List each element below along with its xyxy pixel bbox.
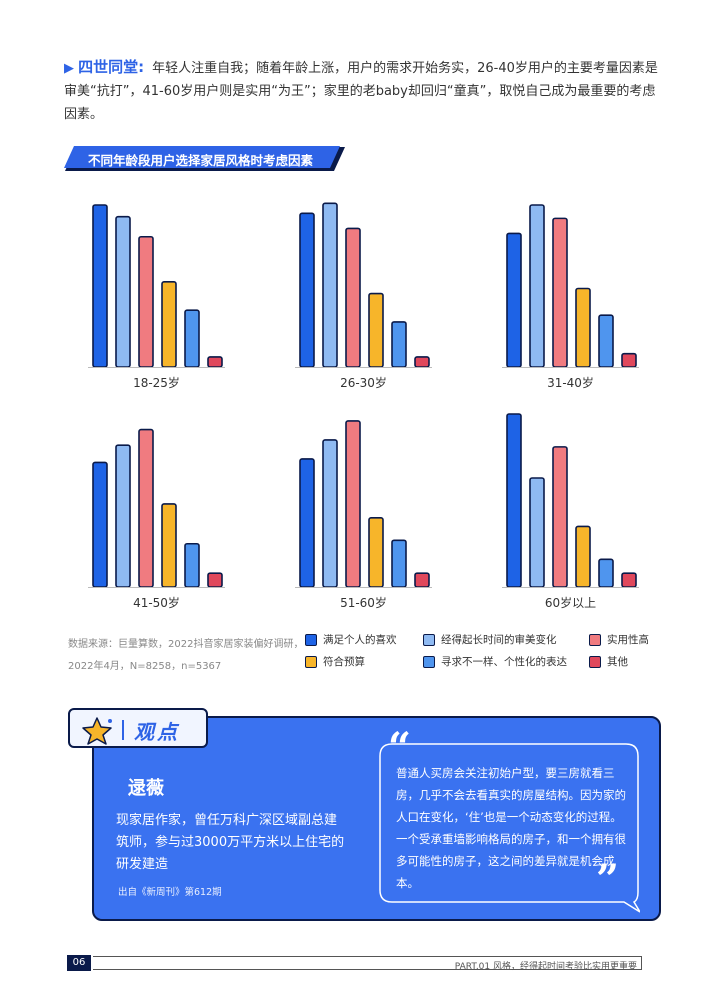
bar-41-50岁-实用性高 <box>138 428 154 588</box>
person-source: 出自《新周刊》第612期 <box>118 887 222 898</box>
chart-title-banner: 不同年龄段用户选择家居风格时考虑因素 <box>64 146 346 171</box>
panel-label: 26-30岁 <box>340 375 387 390</box>
bar-41-50岁-经得起长时间的审美变化 <box>115 444 131 588</box>
page-footer: 06 PART.01 风格，经得起时间考验比实用更重要 <box>67 955 642 972</box>
panel-label: 31-40岁 <box>547 375 594 390</box>
bar-60岁以上-满足个人的喜欢 <box>506 413 522 588</box>
bar-60岁以上-符合预算 <box>575 525 591 588</box>
legend-label: 符合预算 <box>323 656 365 668</box>
legend-label: 寻求不一样、个性化的表达 <box>441 656 567 668</box>
intro-paragraph: ▶ 四世同堂: 年轻人注重自我；随着年龄上涨，用户的需求开始务实，26-40岁用户… <box>64 56 664 126</box>
legend-item: 寻求不一样、个性化的表达 <box>423 654 567 669</box>
bar-41-50岁-寻求不一样、个性化的表达 <box>184 542 200 588</box>
bar-18-25岁-经得起长时间的审美变化 <box>115 215 131 368</box>
legend-swatch <box>423 655 435 668</box>
panel-label: 41-50岁 <box>133 595 180 610</box>
bar-51-60岁-其他 <box>414 572 430 588</box>
bar-41-50岁-其他 <box>207 572 223 588</box>
bar-60岁以上-经得起长时间的审美变化 <box>529 477 545 588</box>
bar-18-25岁-寻求不一样、个性化的表达 <box>184 309 200 368</box>
legend-swatch <box>423 633 435 646</box>
bar-26-30岁-符合预算 <box>368 292 384 368</box>
panel-label: 18-25岁 <box>133 375 180 390</box>
legend-item: 实用性高 <box>589 632 649 647</box>
page-number: 06 <box>67 955 91 971</box>
bar-51-60岁-符合预算 <box>368 516 384 588</box>
star-icon <box>82 717 112 745</box>
footer-rule: PART.01 风格，经得起时间考验比实用更重要 <box>93 956 642 972</box>
person-name: 逯薇 <box>128 778 164 799</box>
bar-31-40岁-寻求不一样、个性化的表达 <box>598 314 614 368</box>
chart-title: 不同年龄段用户选择家居风格时考虑因素 <box>88 153 314 168</box>
intro-lead: 四世同堂: <box>78 58 145 76</box>
bar-18-25岁-实用性高 <box>138 235 154 368</box>
bar-31-40岁-满足个人的喜欢 <box>506 232 522 368</box>
tab-divider <box>122 720 124 740</box>
bar-60岁以上-其他 <box>621 572 637 588</box>
bar-18-25岁-满足个人的喜欢 <box>92 204 108 368</box>
footer-part-title: PART.01 风格，经得起时间考验比实用更重要 <box>454 962 637 972</box>
legend-swatch <box>589 655 601 668</box>
bar-18-25岁-其他 <box>207 356 223 368</box>
bar-31-40岁-实用性高 <box>552 217 568 368</box>
panel-label: 60岁以上 <box>545 595 596 610</box>
legend-item: 其他 <box>589 654 628 669</box>
quote-open-icon: “ <box>388 724 412 771</box>
quote-close-icon: ” <box>596 856 620 903</box>
legend-swatch <box>305 655 317 668</box>
legend-label: 实用性高 <box>607 634 649 646</box>
opinion-tab: 观点 <box>68 708 208 748</box>
legend-label: 经得起长时间的审美变化 <box>441 634 557 646</box>
bar-51-60岁-寻求不一样、个性化的表达 <box>391 539 407 588</box>
source-line-1: 数据来源：巨量算数，2022抖音家居家装偏好调研， <box>68 639 304 650</box>
legend-label: 其他 <box>607 656 628 668</box>
quote-bubble <box>378 742 640 913</box>
bar-26-30岁-其他 <box>414 356 430 368</box>
source-line-2: 2022年4月，N=8258，n=5367 <box>68 661 222 672</box>
triangle-bullet-icon: ▶ <box>64 61 74 76</box>
bar-31-40岁-经得起长时间的审美变化 <box>529 204 545 368</box>
legend-item: 符合预算 <box>305 654 365 669</box>
data-source: 数据来源：巨量算数，2022抖音家居家装偏好调研， 2022年4月，N=8258… <box>68 634 303 678</box>
bar-60岁以上-寻求不一样、个性化的表达 <box>598 558 614 588</box>
bar-51-60岁-经得起长时间的审美变化 <box>322 439 338 588</box>
opinion-card <box>92 716 661 921</box>
legend-label: 满足个人的喜欢 <box>323 634 397 646</box>
bar-26-30岁-满足个人的喜欢 <box>299 212 315 368</box>
bar-31-40岁-符合预算 <box>575 287 591 368</box>
bar-26-30岁-寻求不一样、个性化的表达 <box>391 321 407 368</box>
legend-item: 满足个人的喜欢 <box>305 632 397 647</box>
bar-60岁以上-实用性高 <box>552 446 568 588</box>
legend-item: 经得起长时间的审美变化 <box>423 632 557 647</box>
bar-41-50岁-符合预算 <box>161 503 177 588</box>
bar-41-50岁-满足个人的喜欢 <box>92 461 108 588</box>
bar-31-40岁-其他 <box>621 352 637 368</box>
bar-18-25岁-符合预算 <box>161 281 177 368</box>
bar-26-30岁-经得起长时间的审美变化 <box>322 202 338 368</box>
opinion-tab-label: 观点 <box>134 720 180 744</box>
bar-51-60岁-满足个人的喜欢 <box>299 458 315 588</box>
intro-body: 年轻人注重自我；随着年龄上涨，用户的需求开始务实，26-40岁用户的主要考量因素… <box>64 61 658 122</box>
bar-26-30岁-实用性高 <box>345 227 361 368</box>
legend-swatch <box>305 633 317 646</box>
quote-text: 普通人买房会关注初始户型，要三房就看三房，几乎不会去看真实的房屋结构。因为家的人… <box>396 766 626 890</box>
legend-swatch <box>589 633 601 646</box>
bar-51-60岁-实用性高 <box>345 420 361 588</box>
panel-label: 51-60岁 <box>340 595 387 610</box>
person-description: 现家居作家，曾任万科广深区域副总建筑师，参与过3000万平方米以上住宅的研发建造 <box>116 813 345 872</box>
